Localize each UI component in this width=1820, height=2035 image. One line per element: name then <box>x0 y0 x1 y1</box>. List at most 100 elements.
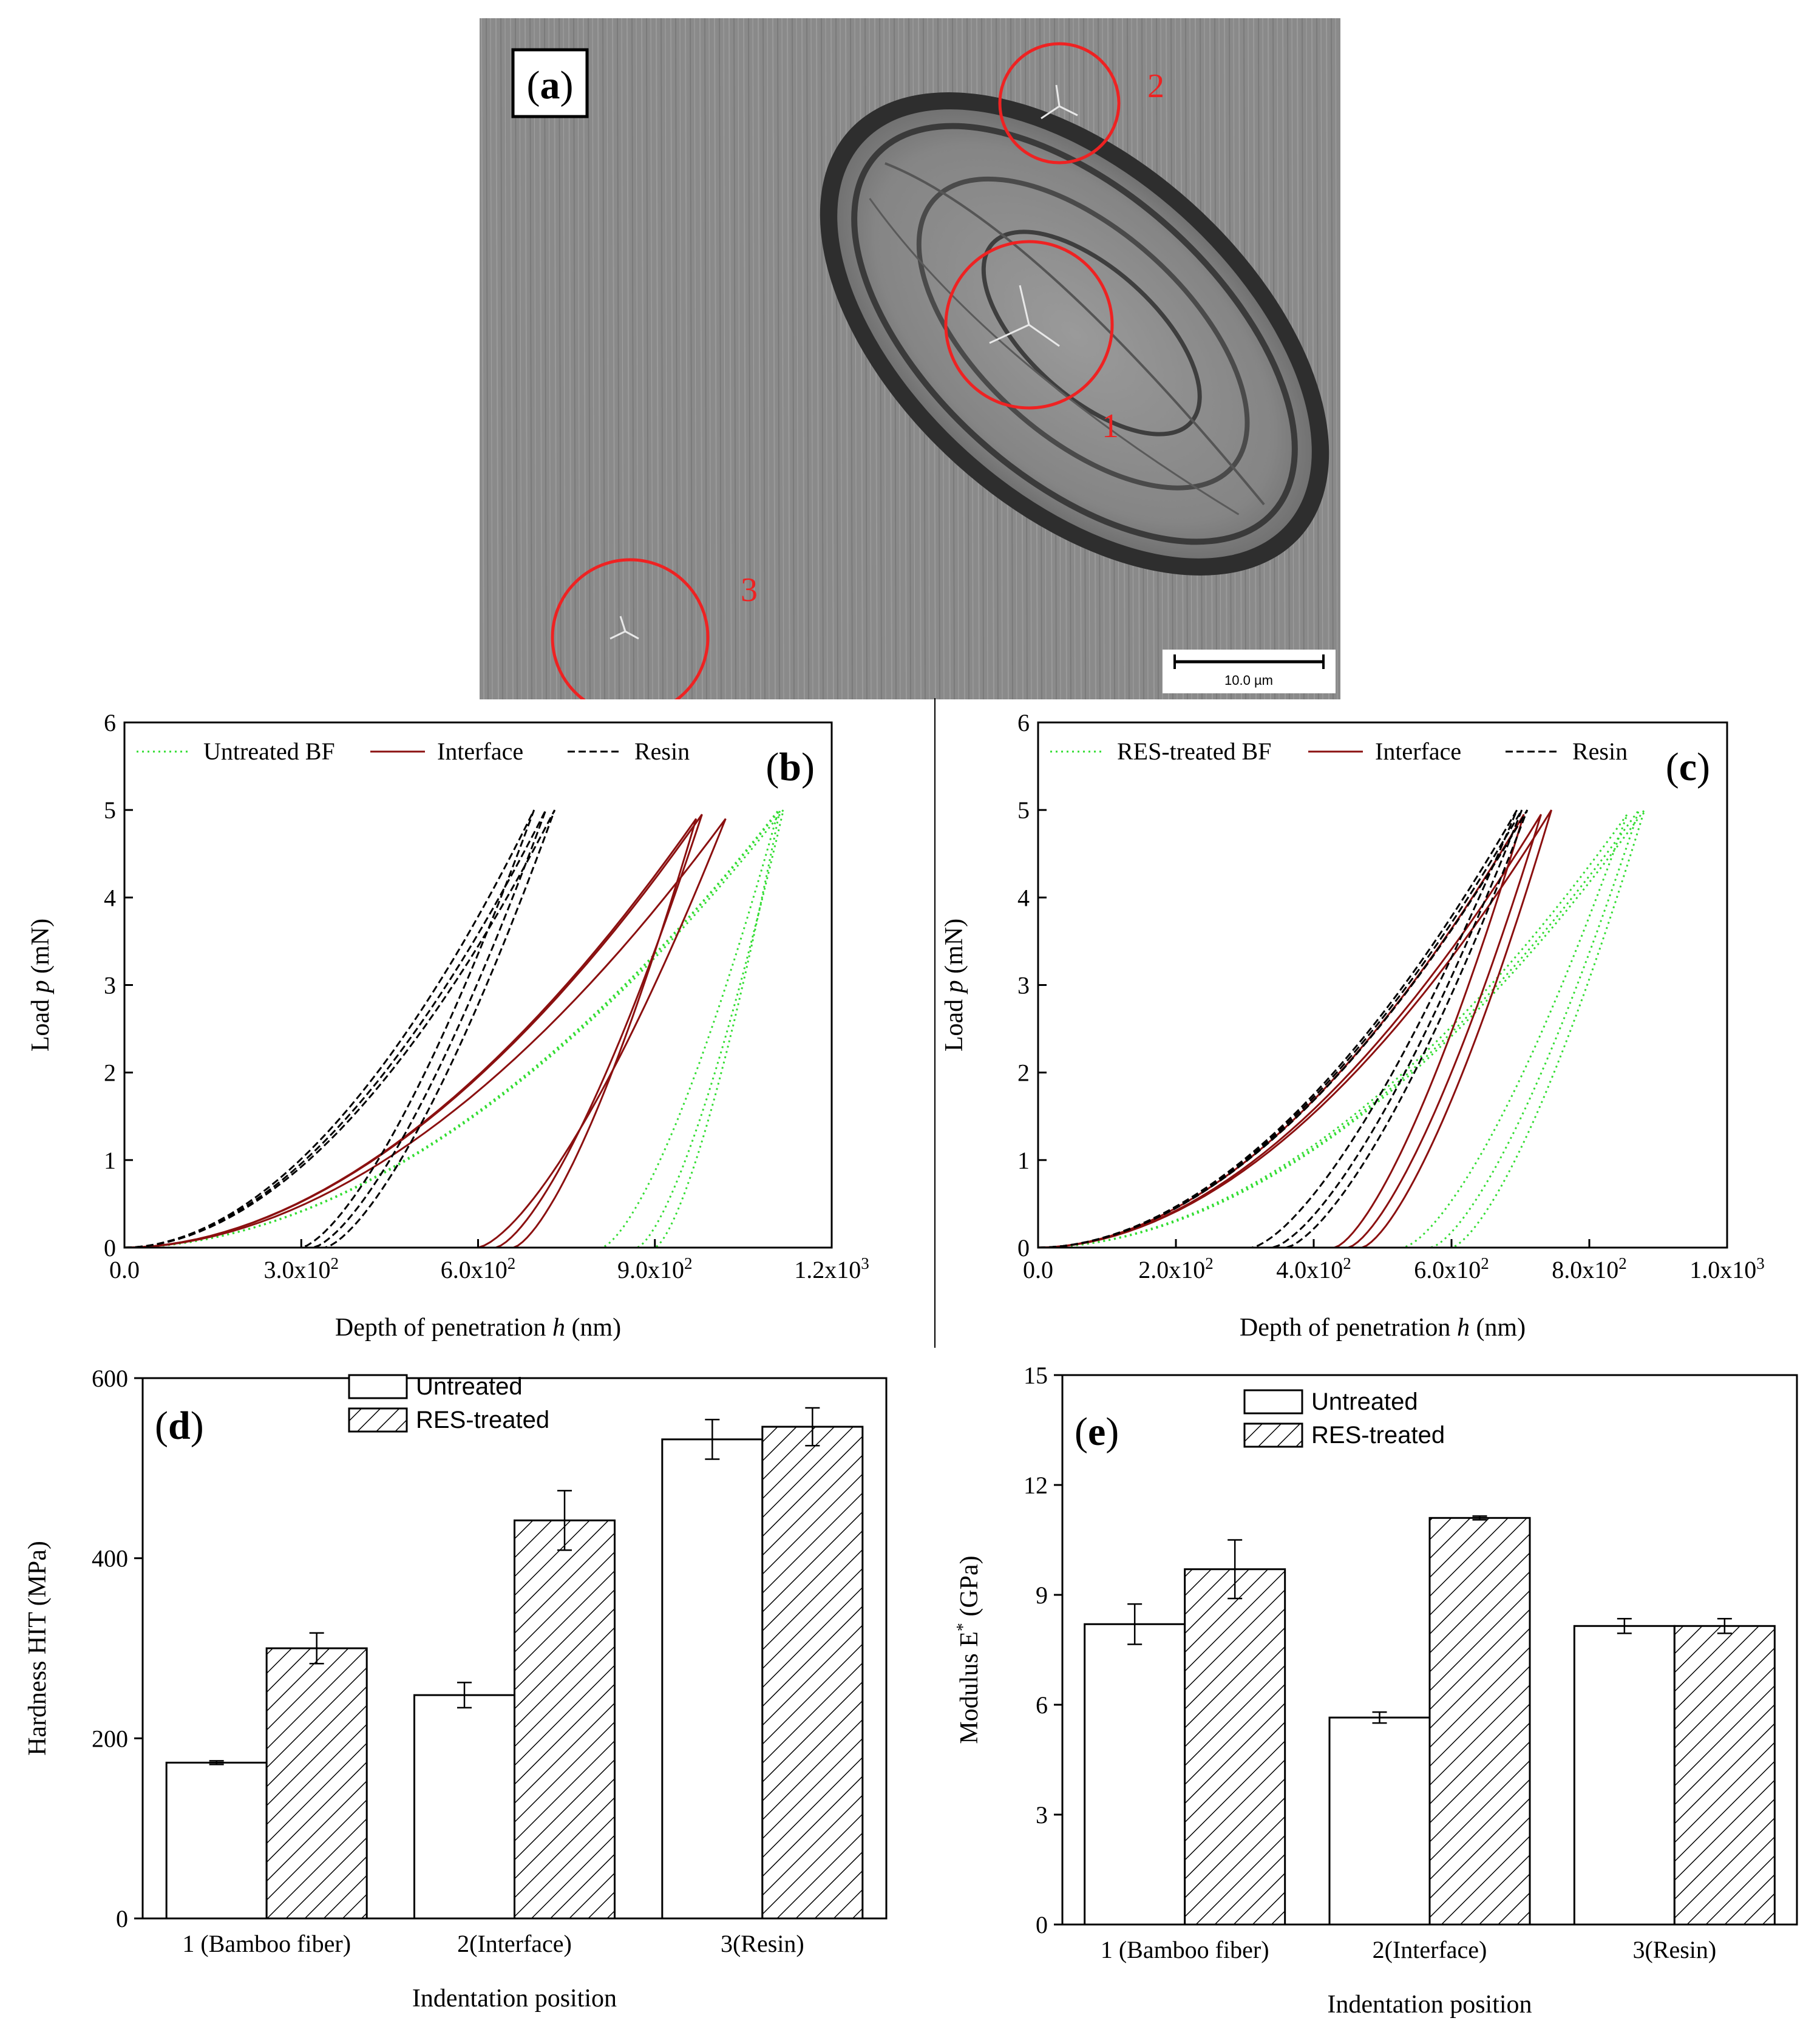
y-tick-label: 0 <box>104 1234 116 1262</box>
y-tick-label: 0 <box>1036 1911 1048 1938</box>
svg-text:(a): (a) <box>527 63 574 107</box>
load-curve-resin <box>124 809 556 1249</box>
marker-label-1: 1 <box>1102 407 1119 445</box>
x-tick-label: 3.0x102 <box>264 1254 339 1283</box>
load-curve-resin <box>124 809 547 1249</box>
y-axis-label: Load p (mN) <box>940 919 968 1051</box>
hardness-bar-chart: 0 200 400 600 1 (Bamboo fiber) 2(Interface) 3(… <box>24 1365 888 2013</box>
x-axis-label: Indentation position <box>412 1985 617 2013</box>
y-tick-label: 2 <box>1017 1059 1030 1087</box>
y-tick-label: 600 <box>92 1365 128 1392</box>
plot-frame <box>1037 721 1728 1249</box>
modulus-bar-chart: 0 3 6 9 12 15 1 (Bamboo fiber) 2(Interface) 3(Re… <box>954 1362 1798 2019</box>
bar-res-treated <box>514 1519 616 1920</box>
bar-untreated <box>413 1694 515 1920</box>
y-tick-label: 6 <box>1036 1691 1048 1719</box>
panel-e-label: e <box>1088 1410 1105 1454</box>
load-depth-chart-b: 0.0 3.0x102 6.0x102 9.0x102 1.2x103 0 1 2 3 4 5 6 U… <box>27 709 869 1342</box>
y-tick-label: 5 <box>104 797 116 824</box>
y-tick-label: 6 <box>104 709 116 736</box>
legend-label: Untreated <box>416 1373 523 1400</box>
bar-res-treated <box>761 1425 864 1920</box>
y-tick-label: 2 <box>104 1059 116 1087</box>
legend-swatch <box>348 1374 408 1399</box>
legend-label: Interface <box>1375 738 1461 765</box>
x-tick-label: 9.0x102 <box>617 1254 693 1283</box>
marker-label-3: 3 <box>741 571 758 609</box>
bar-untreated <box>661 1438 764 1920</box>
x-tick-label: 0.0 <box>1023 1256 1053 1283</box>
panel-c-label: c <box>1679 745 1697 789</box>
panel-a-label: a <box>540 63 560 107</box>
x-tick-label: 3(Resin) <box>721 1930 804 1957</box>
x-tick-label: 6.0x102 <box>441 1254 516 1283</box>
y-axis-label: Hardness HIT (MPa) <box>24 1541 52 1756</box>
panel-d-chart: 0 200 400 600 1 (Bamboo fiber) 2(Interface) 3(… <box>0 1354 923 2032</box>
load-curve-interface <box>1037 814 1542 1249</box>
y-tick-label: 200 <box>92 1725 128 1752</box>
bar-untreated <box>165 1761 268 1920</box>
panel-b-label: b <box>779 745 801 789</box>
load-curve-res-treated-bf <box>1037 814 1628 1249</box>
load-curve-resin <box>124 809 535 1249</box>
x-tick-label: 1.2x103 <box>794 1254 869 1283</box>
legend-label: Untreated BF <box>203 738 335 765</box>
load-curve-res-treated-bf <box>1037 809 1646 1249</box>
y-tick-label: 9 <box>1036 1581 1048 1609</box>
legend-label: RES-treated <box>416 1407 549 1433</box>
svg-text:(b): (b) <box>766 745 815 789</box>
x-axis-label: Indentation position <box>1327 1991 1532 2019</box>
load-curve-interface <box>124 818 698 1249</box>
load-curve-res-treated-bf <box>1037 809 1640 1249</box>
legend: Untreated RES-treated <box>348 1373 549 1433</box>
panel-divider <box>934 698 935 1348</box>
load-curve-untreated-bf <box>124 809 784 1249</box>
y-tick-label: 1 <box>104 1147 116 1174</box>
marker-label-2: 2 <box>1147 67 1164 105</box>
x-tick-label: 1 (Bamboo fiber) <box>1101 1936 1269 1963</box>
x-tick-label: 4.0x102 <box>1276 1254 1351 1283</box>
legend-label: Resin <box>1572 738 1628 765</box>
bar-res-treated <box>1428 1517 1531 1926</box>
panel-a-micrograph: 2 1 3 (a) 10.0 µm <box>480 18 1340 717</box>
y-tick-label: 15 <box>1024 1362 1048 1389</box>
legend-label: Interface <box>437 738 523 765</box>
legend-swatch <box>1243 1422 1303 1448</box>
load-curve-interface <box>124 818 727 1249</box>
legend: Untreated BF Interface Resin <box>137 738 690 765</box>
x-tick-label: 0.0 <box>109 1256 140 1283</box>
bar-untreated <box>1328 1716 1431 1926</box>
scale-bar <box>1163 650 1336 693</box>
load-curve-untreated-bf <box>124 809 780 1249</box>
x-tick-label: 2(Interface) <box>1373 1936 1487 1963</box>
x-tick-label: 1 (Bamboo fiber) <box>182 1930 351 1957</box>
panel-e-chart: 0 3 6 9 12 15 1 (Bamboo fiber) 2(Interface) 3(Re… <box>935 1354 1820 2032</box>
y-tick-label: 4 <box>104 884 116 911</box>
panel-c-chart: 0.0 2.0x102 4.0x102 6.0x102 8.0x102 1.0x103 0 1… <box>935 698 1820 1354</box>
svg-text:(d): (d) <box>155 1404 204 1448</box>
legend: RES-treated BF Interface Resin <box>1050 738 1628 765</box>
plot-frame <box>1061 1374 1798 1926</box>
y-tick-label: 400 <box>92 1545 128 1572</box>
load-curve-resin <box>1037 809 1523 1249</box>
plot-frame <box>141 1377 888 1920</box>
marker-circle-1 <box>944 240 1114 410</box>
x-tick-label: 6.0x102 <box>1414 1254 1489 1283</box>
bar-untreated <box>1084 1623 1186 1926</box>
legend-label: Untreated <box>1311 1388 1418 1415</box>
y-axis-label: Modulus E* (GPa) <box>954 1555 984 1744</box>
y-tick-label: 0 <box>116 1905 128 1932</box>
load-depth-chart-c: 0.0 2.0x102 4.0x102 6.0x102 8.0x102 1.0x103 0 1… <box>940 709 1765 1342</box>
x-tick-label: 2.0x102 <box>1138 1254 1214 1283</box>
y-tick-label: 6 <box>1017 709 1030 736</box>
marker-circle-2 <box>998 42 1121 165</box>
legend-label: Resin <box>634 738 690 765</box>
bar-untreated <box>1573 1625 1676 1926</box>
legend-swatch <box>1243 1389 1303 1415</box>
x-tick-label: 8.0x102 <box>1552 1254 1627 1283</box>
y-tick-label: 3 <box>1036 1801 1048 1829</box>
y-tick-label: 5 <box>1017 797 1030 824</box>
scale-bar-label: 10.0 µm <box>1224 673 1273 688</box>
bar-res-treated <box>265 1647 368 1920</box>
load-curve-interface <box>124 814 703 1249</box>
